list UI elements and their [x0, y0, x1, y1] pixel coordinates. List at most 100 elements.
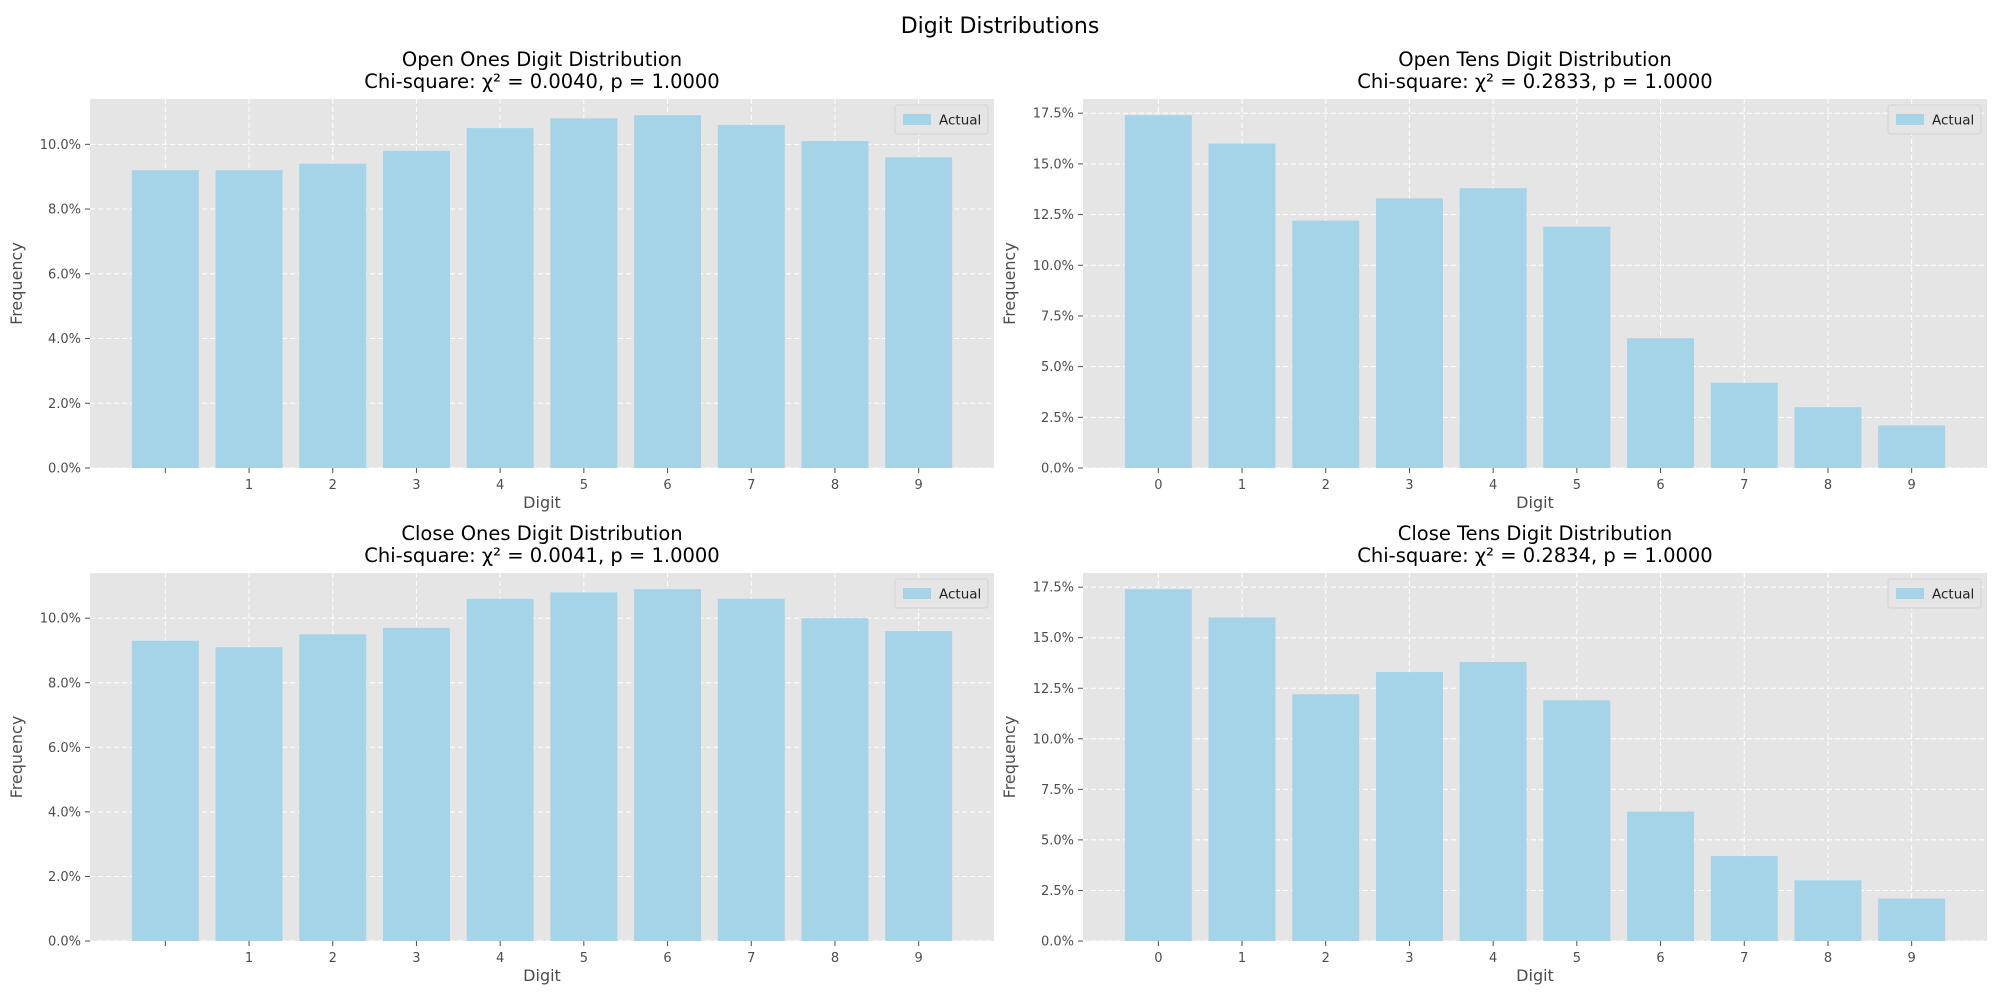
y-tick-label: 7.5%	[1041, 309, 1074, 324]
bar-digit-1	[1208, 617, 1276, 941]
bar-digit-5	[550, 118, 618, 468]
x-tick-label: 6	[1656, 478, 1664, 493]
x-tick-label: 5	[1573, 951, 1581, 966]
x-tick-label: 6	[1656, 951, 1664, 966]
x-tick-label: 4	[1489, 951, 1497, 966]
chart-title: Open Tens Digit Distribution	[1398, 48, 1671, 71]
x-tick-label: 0	[1154, 951, 1162, 966]
x-tick-label: 4	[496, 951, 504, 966]
y-axis-label: Frequency	[7, 716, 26, 799]
y-tick-label: 0.0%	[1041, 462, 1074, 477]
bar-digit-6	[634, 115, 702, 469]
y-tick-label: 10.0%	[40, 138, 81, 153]
x-tick-label: 1	[1238, 951, 1246, 966]
chart-subtitle: Chi-square: χ² = 0.2833, p = 1.0000	[1357, 70, 1712, 93]
bar-digit-9	[885, 157, 953, 468]
bar-digit-8	[1794, 880, 1862, 941]
y-tick-label: 10.0%	[40, 612, 81, 627]
bar-digit-1	[215, 647, 283, 941]
legend-label: Actual	[939, 113, 981, 129]
y-tick-label: 5.0%	[1041, 833, 1074, 848]
x-axis-label: Digit	[1516, 493, 1554, 512]
x-tick-label: 4	[1489, 478, 1497, 493]
bars	[1124, 115, 1946, 468]
bar-digit-2	[1292, 220, 1360, 468]
y-tick-label: 0.0%	[1041, 935, 1074, 950]
x-tick-label: 4	[496, 478, 504, 493]
x-tick-label: 5	[580, 951, 588, 966]
x-tick-label: 7	[1740, 951, 1748, 966]
bars	[1124, 589, 1946, 941]
bar-digit-1	[215, 170, 283, 469]
bar-digit-4	[466, 598, 534, 941]
chart-subtitle: Chi-square: χ² = 0.0040, p = 1.0000	[364, 70, 719, 93]
bar-digit-8	[1794, 407, 1862, 468]
bar-digit-9	[885, 631, 953, 941]
x-axis-label: Digit	[1516, 966, 1554, 985]
x-axis-label: Digit	[523, 493, 561, 512]
bar-digit-0	[1124, 115, 1192, 468]
bar-digit-6	[634, 589, 702, 941]
x-tick-label: 6	[663, 951, 671, 966]
bar-digit-4	[1459, 188, 1527, 468]
close-tens-chart: 0.0% 2.5% 5.0% 7.5% 10.0% 12.5% 15.0% 17.5% 0 1 2 3…	[1000, 522, 1987, 985]
legend-swatch	[1896, 588, 1924, 599]
x-tick-label: 6	[663, 478, 671, 493]
bar-digit-3	[382, 627, 450, 941]
bar-digit-5	[1543, 700, 1611, 941]
legend: Actual	[1887, 104, 1982, 135]
bar-digit-6	[1627, 811, 1695, 941]
x-tick-label: 0	[1154, 478, 1162, 493]
y-tick-label: 4.0%	[48, 332, 81, 347]
legend: Actual	[894, 104, 989, 135]
legend-box	[1887, 104, 1982, 135]
bar-digit-5	[1543, 226, 1611, 468]
x-tick-label: 8	[1824, 951, 1832, 966]
x-tick-label: 1	[245, 951, 253, 966]
bar-digit-0	[1124, 589, 1192, 941]
legend-label: Actual	[1932, 113, 1974, 129]
x-tick-label: 1	[1238, 478, 1246, 493]
x-tick-label: 9	[915, 478, 923, 493]
x-tick-label: 3	[1405, 478, 1413, 493]
bar-digit-7	[1710, 382, 1778, 468]
y-tick-label: 2.5%	[1041, 884, 1074, 899]
y-tick-label: 6.0%	[48, 267, 81, 282]
open-ones-chart: 0.0% 2.0% 4.0% 6.0% 8.0% 10.0% 1 2 3 4 5 6 7 8 9 Digit F…	[7, 48, 994, 512]
y-tick-label: 15.0%	[1033, 157, 1074, 172]
legend-label: Actual	[939, 587, 981, 603]
bar-digit-3	[1375, 672, 1443, 941]
bar-digit-1	[1208, 143, 1276, 468]
y-tick-label: 0.0%	[48, 935, 81, 950]
y-tick-label: 17.5%	[1033, 107, 1074, 122]
x-tick-label: 8	[1824, 478, 1832, 493]
x-tick-label: 5	[1573, 478, 1581, 493]
x-tick-label: 1	[245, 478, 253, 493]
bar-digit-2	[1292, 694, 1360, 941]
bar-digit-6	[1627, 338, 1695, 468]
x-tick-label: 2	[329, 478, 337, 493]
x-tick-label: 8	[831, 951, 839, 966]
y-tick-label: 8.0%	[48, 203, 81, 218]
figure-title: Digit Distributions	[900, 14, 1100, 39]
bar-digit-2	[299, 163, 367, 468]
bar-digit-7	[717, 598, 785, 941]
y-tick-label: 10.0%	[1033, 732, 1074, 747]
x-tick-label: 7	[1740, 478, 1748, 493]
legend: Actual	[1887, 578, 1982, 609]
bar-digit-0	[131, 170, 199, 469]
open-tens-chart: 0.0% 2.5% 5.0% 7.5% 10.0% 12.5% 15.0% 17.5% 0 1 2 3…	[1000, 48, 1987, 512]
x-tick-label: 3	[412, 951, 420, 966]
x-tick-label: 3	[1405, 951, 1413, 966]
chart-title: Open Ones Digit Distribution	[402, 48, 682, 71]
legend-swatch	[1896, 114, 1924, 125]
bar-digit-3	[382, 150, 450, 468]
y-tick-label: 12.5%	[1033, 208, 1074, 223]
x-tick-label: 2	[1322, 478, 1330, 493]
bar-digit-8	[801, 618, 869, 941]
x-tick-label: 9	[1908, 478, 1916, 493]
y-tick-label: 0.0%	[48, 462, 81, 477]
y-tick-label: 17.5%	[1033, 581, 1074, 596]
bar-digit-5	[550, 592, 618, 941]
